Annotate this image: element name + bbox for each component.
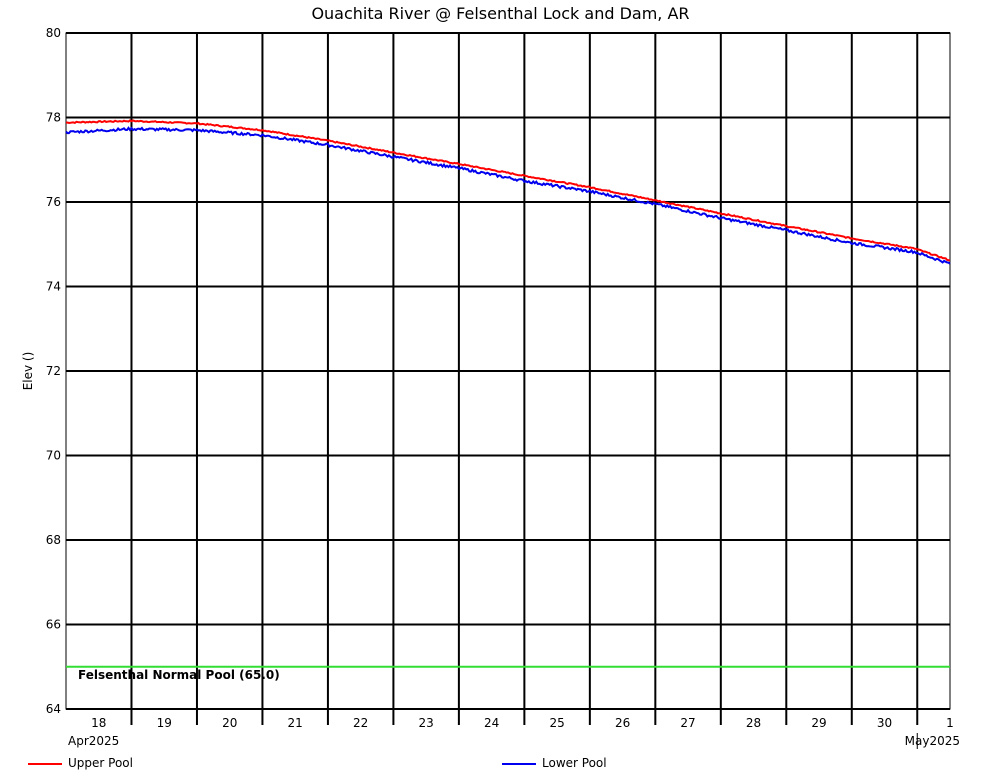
legend-lower-pool: Lower Pool — [502, 756, 607, 770]
y-tick-label: 70 — [46, 449, 61, 463]
y-tick-label: 76 — [46, 195, 61, 209]
x-month-label: May2025 — [905, 734, 960, 748]
x-tick-label: 20 — [222, 716, 237, 730]
y-tick-label: 72 — [46, 364, 61, 378]
x-tick-label: 19 — [157, 716, 172, 730]
x-tick-label: 22 — [353, 716, 368, 730]
x-tick-label: 28 — [746, 716, 761, 730]
y-tick-label: 74 — [46, 280, 61, 294]
x-tick-label: 24 — [484, 716, 499, 730]
legend-lower-label: Lower Pool — [542, 756, 607, 770]
x-tick-label: 25 — [549, 716, 564, 730]
legend-upper-label: Upper Pool — [68, 756, 133, 770]
y-tick-label: 78 — [46, 111, 61, 125]
y-tick-label: 68 — [46, 533, 61, 547]
x-month-label: Apr2025 — [68, 734, 119, 748]
x-tick-label: 1 — [946, 716, 954, 730]
upper-pool-line — [65, 119, 951, 262]
x-tick-label: 27 — [680, 716, 695, 730]
x-tick-label: 29 — [811, 716, 826, 730]
y-tick-label: 64 — [46, 702, 61, 716]
legend-upper-pool: Upper Pool — [28, 756, 133, 770]
x-tick-label: 26 — [615, 716, 630, 730]
y-axis-label: Elev () — [21, 352, 35, 391]
x-tick-label: 18 — [91, 716, 106, 730]
chart-title: Ouachita River @ Felsenthal Lock and Dam… — [311, 4, 690, 23]
x-tick-label: 21 — [288, 716, 303, 730]
lower-pool-line — [65, 126, 951, 265]
legend-upper-swatch — [28, 762, 62, 765]
y-tick-label: 66 — [46, 618, 61, 632]
y-tick-label: 80 — [46, 26, 61, 40]
legend-lower-swatch — [502, 762, 536, 765]
x-tick-label: 23 — [419, 716, 434, 730]
x-tick-label: 30 — [877, 716, 892, 730]
normal-pool-label: Felsenthal Normal Pool (65.0) — [78, 668, 280, 682]
